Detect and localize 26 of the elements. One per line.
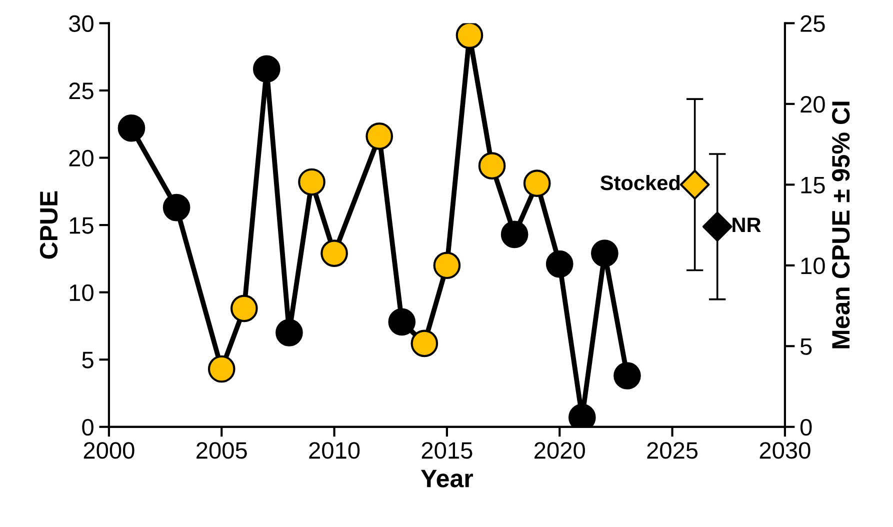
x-tick-label: 2030 (760, 442, 810, 459)
x-tick-label: 2010 (309, 442, 360, 459)
x-tick-label: 2020 (534, 442, 585, 459)
y2-axis-title: Mean CPUE ± 95% CI (832, 102, 850, 348)
x-axis-title: Year (420, 470, 473, 488)
point (456, 23, 484, 49)
series-label: Stocked (600, 174, 680, 190)
y-tick-label: 10 (70, 284, 94, 302)
y2-tick-label: 15 (801, 176, 825, 194)
y-tick-label: 15 (70, 217, 94, 234)
y-tick-label: 5 (82, 352, 94, 368)
y2-tick-label: 10 (801, 257, 825, 274)
y-tick-label: 20 (69, 150, 94, 167)
y-tick-label: 30 (69, 15, 94, 32)
y2-tick-label: 25 (800, 15, 825, 32)
series-label: NR (732, 218, 761, 232)
y2-tick-label: 0 (800, 418, 812, 436)
y2-tick-label: 5 (800, 338, 812, 355)
x-tick-label: 2000 (84, 442, 134, 459)
y-tick-label: 25 (69, 82, 94, 100)
y2-tick-label: 20 (800, 96, 825, 113)
x-tick-label: 2015 (422, 442, 472, 459)
y-tick-label: 0 (82, 418, 94, 436)
x-tick-label: 2005 (196, 442, 247, 459)
x-tick-label: 2025 (647, 442, 698, 459)
y-axis-title: CPUE (40, 191, 58, 259)
